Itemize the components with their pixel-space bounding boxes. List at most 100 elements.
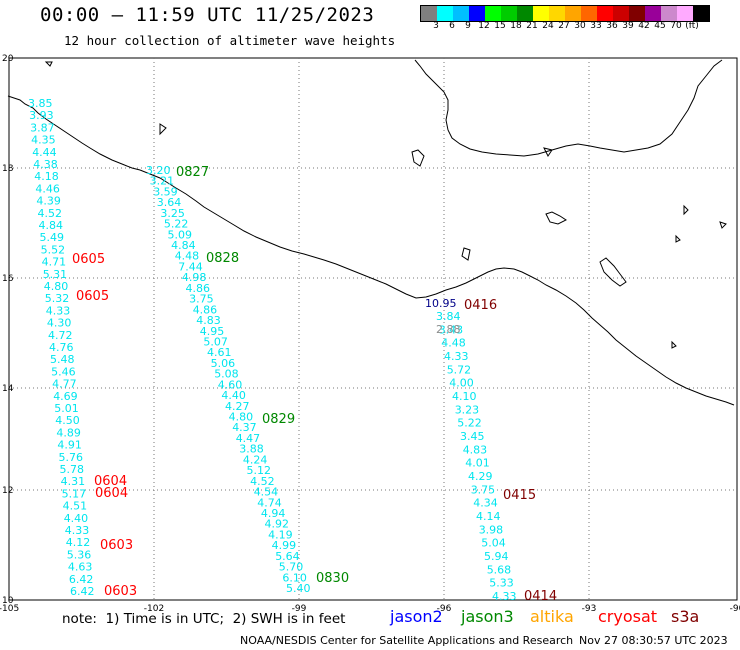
west-track-value: 4.52 — [38, 207, 63, 220]
west-track-value: 5.31 — [43, 268, 67, 281]
island-1 — [411, 149, 425, 167]
island-6 — [159, 123, 167, 136]
color-swatch — [597, 6, 613, 21]
color-swatch — [613, 6, 629, 21]
west-track-value: 3.87 — [30, 121, 54, 134]
west-track-value: 4.46 — [35, 182, 60, 195]
color-scale-labels: 3 6 9 12 15 18 21 24 27 30 33 36 39 42 45 70 (ft) — [420, 21, 730, 33]
color-swatch — [501, 6, 517, 21]
color-swatch — [565, 6, 581, 21]
color-swatch — [453, 6, 469, 21]
island-5 — [543, 147, 553, 157]
chart-subtitle: 12 hour collection of altimeter wave hei… — [64, 33, 396, 48]
x-tick-label: -90 — [730, 604, 740, 614]
west-track-value: 4.35 — [31, 134, 55, 147]
track-labels: 3.853.933.874.354.444.384.184.464.394.52… — [28, 97, 557, 604]
color-swatch — [677, 6, 693, 21]
coastline — [7, 59, 735, 406]
pass-time-label: 0416 — [464, 298, 497, 313]
west-track-value: 4.18 — [34, 170, 59, 183]
east-track-value: 4.33 — [444, 350, 469, 363]
footer-agency: NOAA/NESDIS Center for Satellite Applica… — [240, 634, 574, 647]
color-scale-label: 30 — [574, 21, 586, 31]
color-scale-label: 12 — [478, 21, 490, 31]
east-track-value: 5.04 — [481, 537, 506, 550]
chart-title: 00:00 – 11:59 UTC 11/25/2023 — [40, 4, 375, 26]
east-track-value: 5.22 — [457, 417, 482, 430]
east-track-value-min: 2.88 — [436, 323, 461, 336]
center-track-value: 4.40 — [221, 389, 246, 402]
center-track-value: 5.40 — [286, 582, 311, 595]
east-track-value: 5.68 — [487, 563, 512, 576]
pass-time-label: 0827 — [176, 165, 209, 180]
legend-note: note: 1) Time is in UTC; 2) SWH is in fe… — [62, 611, 346, 627]
center-track-value: 4.61 — [207, 346, 232, 359]
east-track-value: 4.14 — [476, 510, 501, 523]
pass-time-label: 0830 — [316, 571, 349, 586]
pass-time-label: 0605 — [76, 289, 109, 304]
mainland-coastline — [7, 95, 735, 406]
east-track-value: 4.83 — [463, 443, 488, 456]
pass-time-label: 0603 — [104, 584, 137, 599]
center-track-value: 5.12 — [247, 464, 272, 477]
west-track-value: 4.31 — [61, 475, 86, 488]
center-track-value: 4.27 — [225, 400, 250, 413]
center-track-value: 5.07 — [203, 336, 228, 349]
center-track-value: 4.24 — [243, 453, 268, 466]
color-swatch — [517, 6, 533, 21]
pass-time-label: 0414 — [524, 589, 557, 604]
y-tick-label: 14 — [2, 384, 14, 394]
west-track-value: 6.42 — [69, 573, 94, 586]
pass-time-label: 0603 — [100, 538, 133, 553]
island-10 — [671, 340, 677, 349]
x-tick-label: -93 — [582, 604, 597, 614]
west-track-value: 4.50 — [55, 414, 80, 427]
west-track-value: 3.85 — [28, 97, 53, 110]
y-tick-label: 12 — [2, 486, 13, 496]
center-track-value: 4.47 — [236, 432, 261, 445]
center-track-value: 4.92 — [265, 518, 290, 531]
color-scale-label: 70 — [670, 21, 682, 31]
west-track-value: 5.17 — [62, 487, 87, 500]
center-track-value: 4.48 — [175, 250, 200, 263]
center-track-value: 7.44 — [178, 261, 203, 274]
east-track-value: 3.75 — [471, 483, 496, 496]
west-track-value: 4.77 — [52, 378, 77, 391]
center-track-value: 4.84 — [171, 239, 196, 252]
east-track-value: 5.72 — [447, 363, 472, 376]
west-track-value: 4.39 — [36, 195, 61, 208]
west-track-value: 4.89 — [56, 426, 81, 439]
color-scale-label: 15 — [494, 21, 506, 31]
map-frame — [8, 57, 738, 601]
east-track-value: 4.34 — [473, 497, 498, 510]
color-scale-label: 36 — [606, 21, 618, 31]
west-track-value: 4.71 — [42, 256, 67, 269]
east-track-value: 5.94 — [484, 550, 509, 563]
center-track-value: 5.08 — [214, 368, 239, 381]
legend-cryosat: cryosat — [598, 607, 658, 626]
west-track-value: 5.32 — [45, 292, 70, 305]
west-track-value: 4.40 — [64, 512, 88, 525]
center-track-value: 3.25 — [160, 207, 185, 220]
west-track-value: 5.01 — [54, 402, 79, 415]
east-track-value: 4.33 — [492, 590, 517, 603]
west-track-value: 4.84 — [39, 219, 64, 232]
center-track-value: 4.52 — [250, 475, 275, 488]
color-scale-label: 39 — [622, 21, 634, 31]
west-track-value: 6.42 — [70, 585, 95, 598]
center-track-value: 4.94 — [261, 507, 286, 520]
east-track-value: 5.33 — [489, 577, 514, 590]
west-track-value: 4.33 — [46, 304, 71, 317]
color-swatch — [469, 6, 485, 21]
color-scale-label: 9 — [465, 21, 471, 31]
pass-time-label: 0605 — [72, 252, 105, 267]
center-track-value: 4.98 — [182, 271, 207, 284]
pass-time-label: 0415 — [503, 488, 536, 503]
color-scale-label: 27 — [558, 21, 570, 31]
west-track-value: 5.49 — [40, 231, 65, 244]
color-scale-label: 24 — [542, 21, 554, 31]
legend-s3a: s3a — [671, 607, 700, 626]
center-track-value: 4.83 — [196, 314, 221, 327]
east-track-value: 3.84 — [436, 310, 461, 323]
